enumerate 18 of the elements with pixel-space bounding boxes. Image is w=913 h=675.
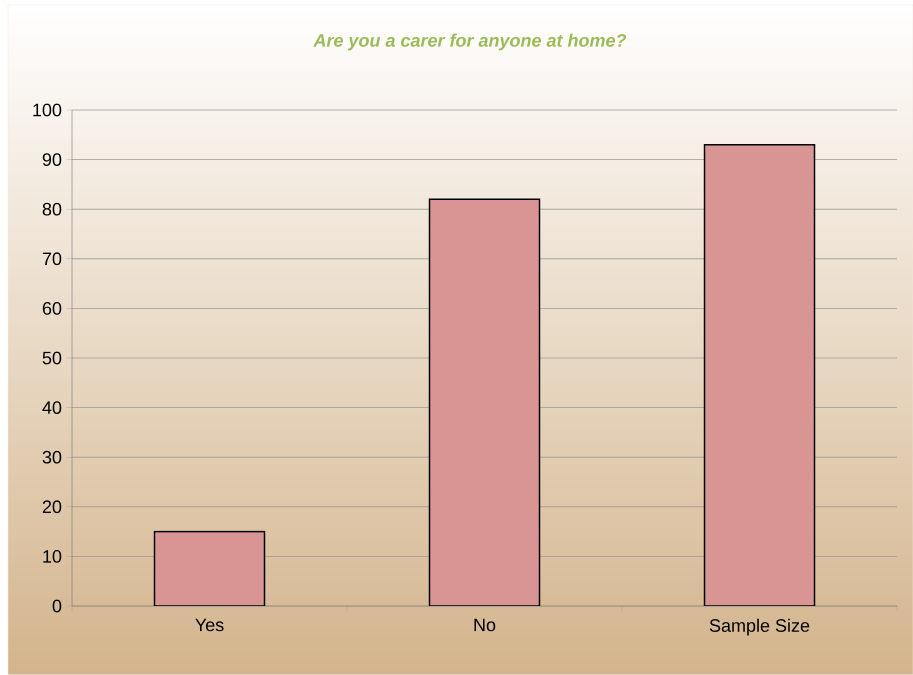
y-tick-label: 20: [42, 500, 62, 514]
x-tick-label: Yes: [195, 618, 224, 632]
bar: [428, 198, 540, 606]
y-tick-label: 90: [42, 153, 62, 166]
y-tick-label: 50: [42, 352, 62, 364]
y-tick-label: 30: [42, 450, 62, 464]
y-tick-label: 80: [42, 202, 62, 216]
y-tick-label: 10: [43, 550, 62, 563]
y-tick-label: 0: [52, 600, 62, 612]
y-tick-label: 100: [33, 104, 62, 116]
y-tick-label: 60: [42, 302, 62, 315]
bar: [704, 144, 816, 606]
bar: [154, 530, 266, 606]
x-tick-label: Sample Size: [710, 618, 810, 636]
x-tick-label: No: [474, 618, 496, 632]
y-tick-label: 40: [42, 401, 62, 414]
y-tick-label: 70: [42, 252, 62, 266]
chart-title: Are you a carer for anyone at home?: [313, 34, 626, 50]
